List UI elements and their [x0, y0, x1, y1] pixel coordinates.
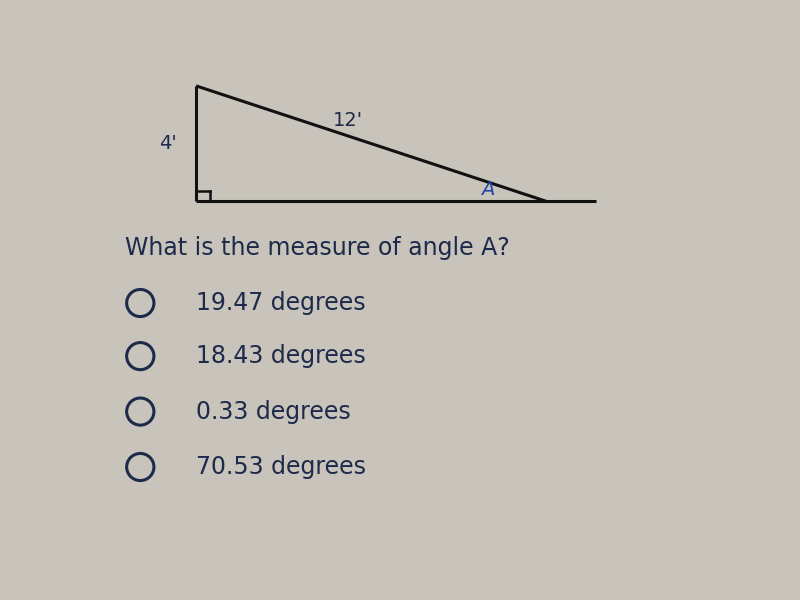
- Text: 0.33 degrees: 0.33 degrees: [196, 400, 351, 424]
- Text: 19.47 degrees: 19.47 degrees: [196, 291, 366, 315]
- Text: 70.53 degrees: 70.53 degrees: [196, 455, 366, 479]
- Text: A: A: [481, 181, 494, 199]
- Text: What is the measure of angle A?: What is the measure of angle A?: [125, 236, 510, 260]
- Text: 18.43 degrees: 18.43 degrees: [196, 344, 366, 368]
- Text: 12': 12': [333, 111, 363, 130]
- Text: 4': 4': [159, 134, 177, 153]
